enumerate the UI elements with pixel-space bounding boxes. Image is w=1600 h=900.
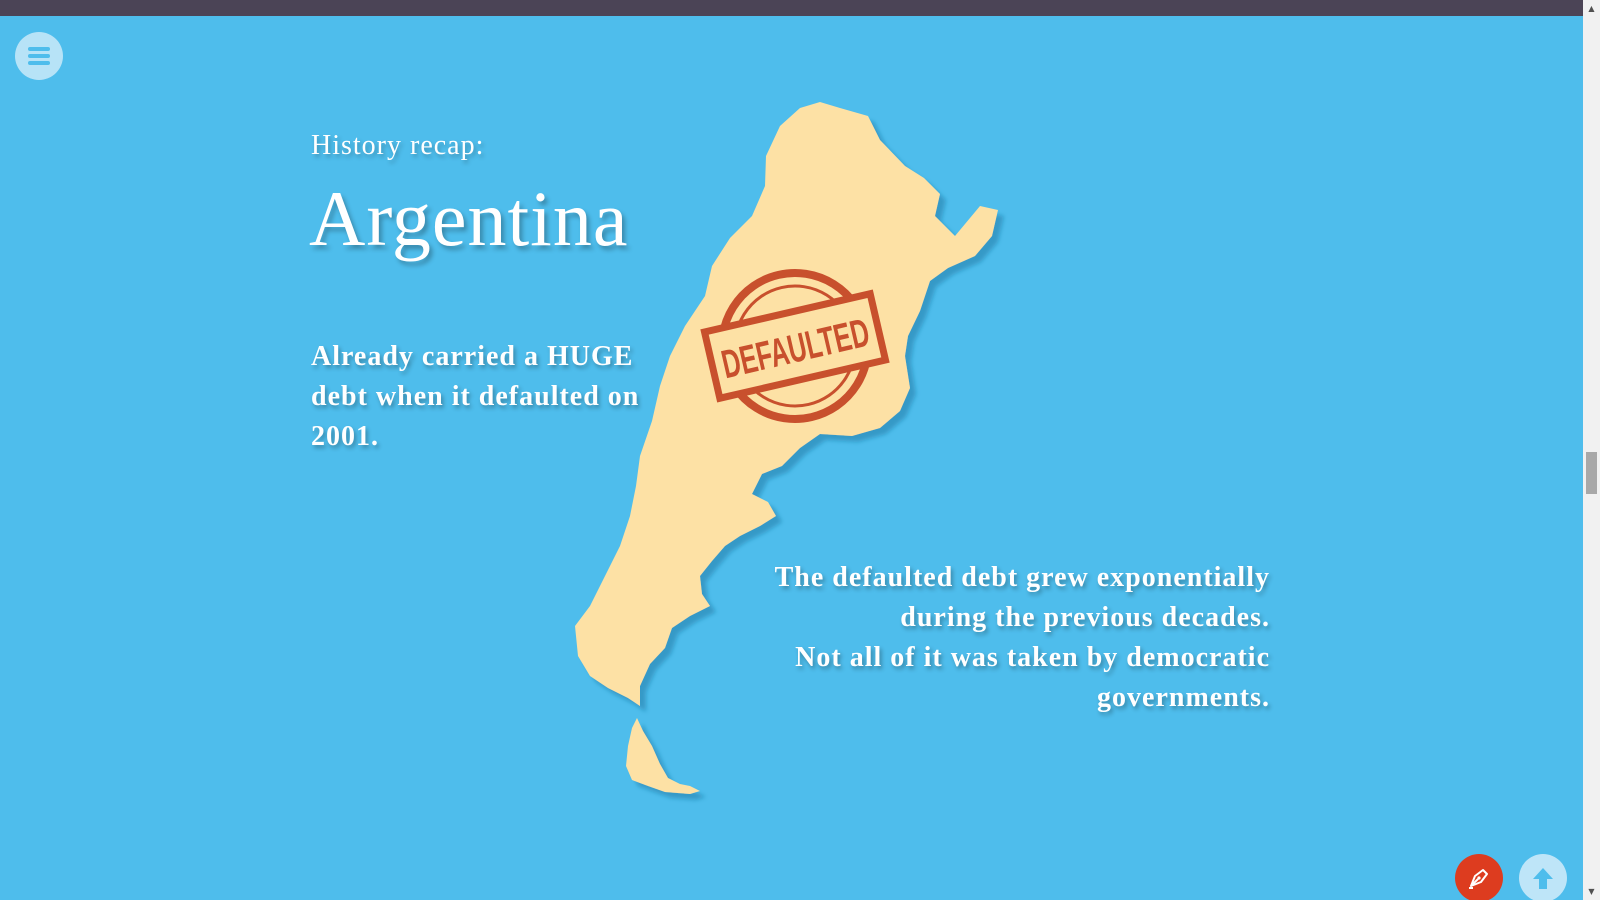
tierra-del-fuego (626, 718, 700, 794)
arrow-up-icon (1533, 868, 1553, 889)
scroll-down-arrow-icon[interactable]: ▼ (1588, 887, 1595, 896)
hamburger-menu-icon (28, 47, 50, 65)
slide-kicker: History recap: (311, 130, 485, 161)
pen-nib-icon (1469, 869, 1488, 889)
right-paragraph-line-2: Not all of it was taken by democratic go… (795, 642, 1270, 713)
right-paragraph-line-1: The defaulted debt grew exponentially du… (774, 562, 1270, 633)
vertical-scrollbar[interactable]: ▲ ▼ (1583, 0, 1600, 900)
argentina-map: DEFAULTED (575, 102, 998, 794)
top-bar (0, 0, 1583, 16)
right-paragraph-block: The defaulted debt grew exponentially du… (730, 558, 1270, 718)
scroll-to-top-button[interactable] (1519, 854, 1567, 900)
slide-title: Argentina (309, 175, 629, 262)
annotate-button[interactable] (1455, 854, 1503, 900)
argentina-mainland (575, 102, 998, 706)
scroll-up-arrow-icon[interactable]: ▲ (1588, 4, 1595, 13)
left-paragraph: Already carried a HUGE debt when it defa… (311, 341, 640, 452)
stamp-banner (700, 289, 890, 403)
defaulted-stamp: DEFAULTED (700, 269, 890, 423)
scrollbar-thumb[interactable] (1586, 452, 1597, 494)
slide-stage: DEFAULTED History recap: Argentina Alrea… (0, 16, 1583, 900)
menu-button[interactable] (15, 32, 63, 80)
